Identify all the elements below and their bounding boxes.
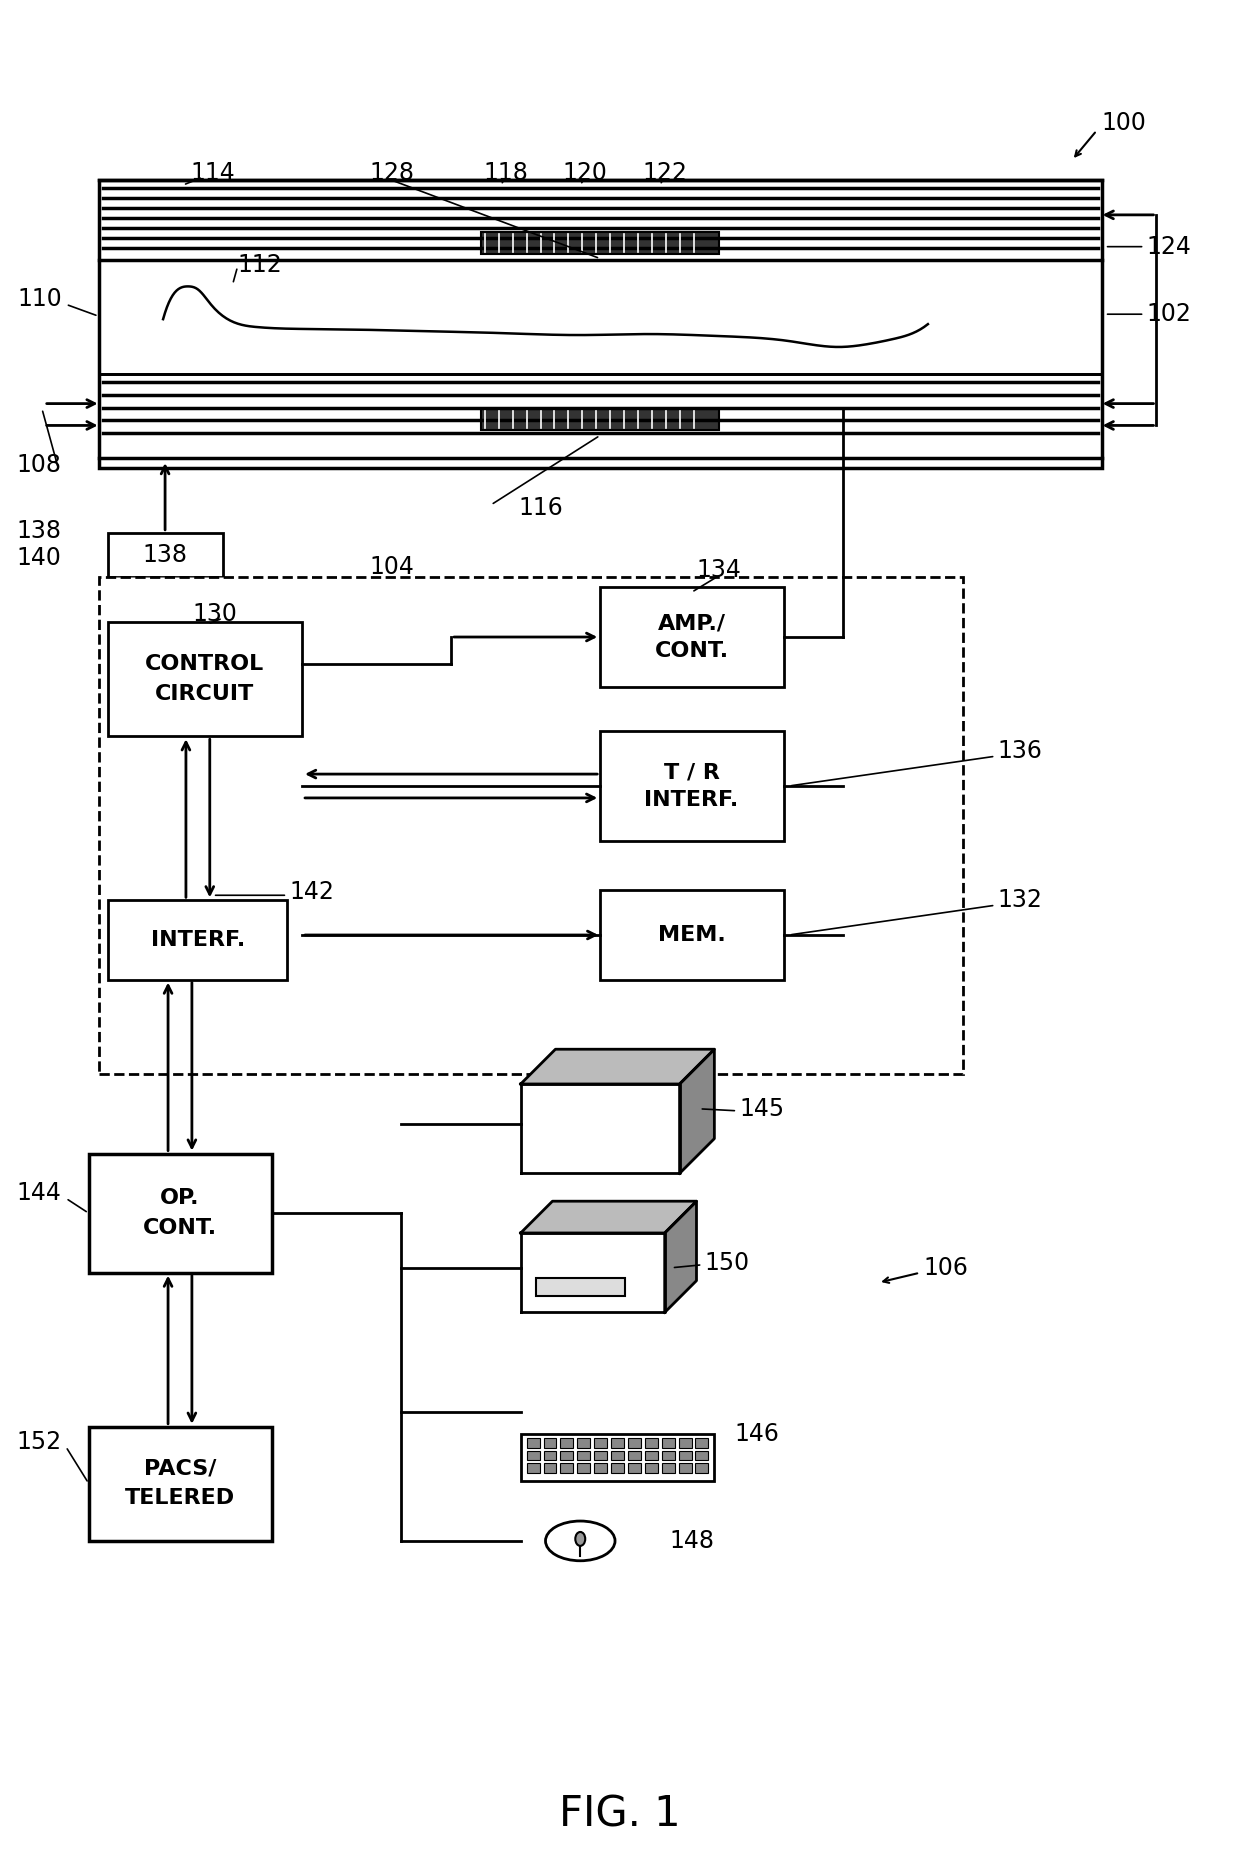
Text: 146: 146 [734, 1421, 779, 1446]
Bar [578, 1438, 590, 1447]
Text: 144: 144 [17, 1182, 62, 1206]
Bar [594, 1438, 608, 1447]
Bar [108, 899, 288, 980]
Text: 124: 124 [1147, 234, 1192, 258]
Text: AMP./: AMP./ [657, 613, 725, 634]
Bar [481, 408, 719, 430]
Text: FIG. 1: FIG. 1 [559, 1793, 681, 1834]
Text: T / R: T / R [663, 763, 719, 782]
Bar [527, 1451, 539, 1460]
Bar [98, 180, 1102, 468]
Bar [678, 1438, 692, 1447]
Polygon shape [665, 1201, 697, 1313]
Bar [543, 1438, 557, 1447]
Bar [578, 1451, 590, 1460]
Bar [600, 587, 784, 686]
Text: CONT.: CONT. [143, 1217, 217, 1238]
Bar [611, 1464, 624, 1474]
Text: 104: 104 [370, 555, 414, 580]
Bar [662, 1451, 675, 1460]
Bar [560, 1438, 573, 1447]
Bar [627, 1464, 641, 1474]
Bar [98, 578, 962, 1073]
Text: CONT.: CONT. [655, 641, 729, 660]
Text: 138: 138 [17, 518, 62, 542]
Bar [696, 1451, 708, 1460]
Text: TELERED: TELERED [125, 1489, 236, 1509]
Text: 132: 132 [997, 888, 1043, 913]
Bar [521, 1434, 714, 1481]
Text: 114: 114 [191, 161, 236, 185]
Text: 138: 138 [143, 542, 187, 567]
Bar [536, 1277, 625, 1296]
Polygon shape [521, 1085, 680, 1172]
Bar [611, 1438, 624, 1447]
Polygon shape [680, 1049, 714, 1172]
Text: 152: 152 [16, 1429, 62, 1453]
Bar [662, 1438, 675, 1447]
Text: 122: 122 [642, 161, 687, 185]
Bar [696, 1438, 708, 1447]
Text: 100: 100 [1102, 112, 1147, 135]
Text: 134: 134 [697, 559, 742, 582]
Bar [527, 1438, 539, 1447]
Bar [527, 1464, 539, 1474]
Bar [88, 1427, 273, 1541]
Bar [678, 1451, 692, 1460]
Bar [543, 1451, 557, 1460]
Bar [696, 1464, 708, 1474]
Ellipse shape [575, 1532, 585, 1546]
Text: 106: 106 [923, 1257, 968, 1279]
Text: 112: 112 [238, 252, 283, 277]
Text: 148: 148 [670, 1530, 714, 1552]
Text: INTERF.: INTERF. [645, 789, 739, 810]
Text: PACS/: PACS/ [144, 1459, 216, 1479]
Bar [627, 1438, 641, 1447]
Bar [88, 1154, 273, 1273]
Text: 110: 110 [17, 288, 62, 310]
Bar [594, 1451, 608, 1460]
Polygon shape [521, 1049, 714, 1085]
Bar [627, 1451, 641, 1460]
Text: 108: 108 [17, 453, 62, 477]
Bar [600, 890, 784, 980]
Text: 140: 140 [17, 546, 62, 570]
Bar [594, 1464, 608, 1474]
Text: 128: 128 [370, 161, 414, 185]
Bar [481, 232, 719, 254]
Bar [678, 1464, 692, 1474]
Text: 145: 145 [739, 1098, 785, 1120]
Bar [645, 1438, 657, 1447]
Bar [611, 1451, 624, 1460]
Bar [645, 1464, 657, 1474]
Ellipse shape [546, 1520, 615, 1561]
Bar [600, 731, 784, 842]
Bar [578, 1464, 590, 1474]
Bar [108, 533, 223, 578]
Text: 118: 118 [484, 161, 528, 185]
Text: CIRCUIT: CIRCUIT [155, 684, 254, 703]
Bar [560, 1451, 573, 1460]
Polygon shape [521, 1232, 665, 1313]
Text: 116: 116 [518, 496, 563, 520]
Text: 102: 102 [1147, 303, 1192, 325]
Text: 142: 142 [290, 881, 335, 905]
Bar [662, 1464, 675, 1474]
Bar [645, 1451, 657, 1460]
Text: 136: 136 [997, 739, 1043, 763]
Bar [108, 623, 303, 737]
Polygon shape [521, 1201, 697, 1232]
Text: 130: 130 [193, 602, 238, 626]
Text: INTERF.: INTERF. [151, 929, 246, 950]
Text: CONTROL: CONTROL [145, 654, 264, 673]
Bar [543, 1464, 557, 1474]
Text: MEM.: MEM. [657, 926, 725, 944]
Text: 120: 120 [563, 161, 608, 185]
Text: OP.: OP. [160, 1187, 200, 1208]
Text: 150: 150 [704, 1251, 749, 1275]
Bar [560, 1464, 573, 1474]
